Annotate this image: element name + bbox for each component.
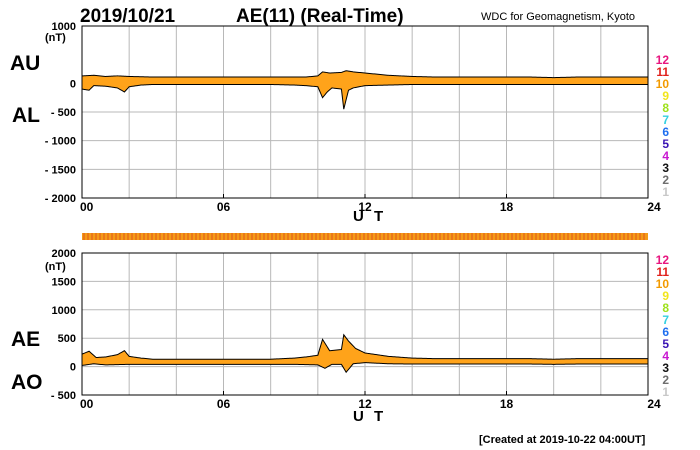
station-count-label: 4 bbox=[662, 149, 669, 163]
created-timestamp: [Created at 2019-10-22 04:00UT] bbox=[479, 434, 646, 446]
x-tick-label: 12 bbox=[358, 397, 372, 411]
station-count-label: 1 bbox=[662, 185, 669, 199]
y-tick-label: 0 bbox=[70, 78, 76, 90]
y-tick-label: - 1000 bbox=[45, 136, 76, 148]
station-count-label: 2 bbox=[662, 173, 669, 187]
station-count-label: 4 bbox=[662, 349, 669, 363]
ae-ao-panel: 2000 1500 1000 500 0 - 500 00 06 12 18 24 (nT) AE… bbox=[11, 248, 661, 425]
series-line-ao bbox=[81, 362, 648, 374]
station-count-label: 12 bbox=[656, 253, 670, 267]
station-count-label: 6 bbox=[662, 325, 669, 339]
ae-ao-unit-label: (nT) bbox=[45, 261, 66, 273]
station-count-label: 11 bbox=[656, 65, 669, 79]
station-count-label: 9 bbox=[662, 289, 669, 303]
y-tick-label: - 500 bbox=[51, 390, 76, 402]
au-al-grid bbox=[81, 25, 649, 199]
ao-label: AO bbox=[11, 371, 43, 394]
station-count-label: 1 bbox=[662, 385, 669, 399]
x-tick-label: 00 bbox=[80, 200, 94, 214]
y-tick-label: - 2000 bbox=[45, 193, 76, 205]
x-tick-label: 18 bbox=[500, 397, 514, 411]
x-tick-label: 12 bbox=[358, 200, 372, 214]
x-tick-label: 06 bbox=[217, 200, 231, 214]
station-count-label: 12 bbox=[656, 53, 670, 67]
station-count-label: 10 bbox=[656, 77, 670, 91]
station-count-label: 7 bbox=[662, 313, 669, 327]
x-tick-label: 06 bbox=[217, 397, 231, 411]
series-line-al bbox=[81, 83, 648, 110]
source-label: WDC for Geomagnetism, Kyoto bbox=[481, 11, 635, 23]
series-line-au bbox=[81, 70, 648, 79]
coverage-strip bbox=[82, 233, 648, 240]
chart-title: AE(11) (Real-Time) bbox=[236, 6, 404, 27]
y-tick-label: 2000 bbox=[52, 248, 76, 260]
station-count-label: 8 bbox=[662, 101, 669, 115]
x-tick-label: 24 bbox=[647, 200, 661, 214]
y-tick-label: 1500 bbox=[52, 276, 76, 288]
y-tick-label: - 1500 bbox=[45, 164, 76, 176]
station-count-label: 7 bbox=[662, 113, 669, 127]
coverage-strip-bar bbox=[82, 233, 648, 240]
station-count-label: 10 bbox=[656, 277, 670, 291]
au-label: AU bbox=[10, 52, 40, 75]
x-tick-label: 24 bbox=[647, 397, 661, 411]
x-tick-label: 18 bbox=[500, 200, 514, 214]
ae-ao-area bbox=[81, 333, 648, 374]
y-tick-label: 1000 bbox=[52, 305, 76, 317]
station-count-label: 3 bbox=[662, 161, 669, 175]
ae-ao-grid bbox=[81, 252, 649, 396]
station-count-label: 11 bbox=[656, 265, 669, 279]
station-count-label: 6 bbox=[662, 125, 669, 139]
au-al-x-ticks: 00 06 12 18 24 bbox=[80, 194, 661, 214]
station-count-label: 2 bbox=[662, 373, 669, 387]
x-tick-label: 00 bbox=[80, 397, 94, 411]
ae-ao-y-ticks: 2000 1500 1000 500 0 - 500 bbox=[51, 248, 76, 402]
station-count-label: 8 bbox=[662, 301, 669, 315]
station-count-label: 3 bbox=[662, 361, 669, 375]
date-label: 2019/10/21 bbox=[80, 6, 176, 27]
y-tick-label: - 500 bbox=[51, 107, 76, 119]
series-line-ae bbox=[81, 333, 648, 360]
ae-label: AE bbox=[11, 328, 40, 351]
band-area bbox=[82, 334, 648, 373]
al-label: AL bbox=[12, 104, 40, 127]
ae-ao-x-axis-label: U T bbox=[353, 408, 386, 425]
ae-ao-x-ticks: 00 06 12 18 24 bbox=[80, 391, 661, 411]
au-al-x-axis-label: U T bbox=[353, 208, 386, 225]
band-area bbox=[82, 70, 648, 110]
station-count-label: 5 bbox=[662, 337, 669, 351]
y-tick-label: 0 bbox=[70, 362, 76, 374]
station-count-label: 9 bbox=[662, 89, 669, 103]
station-count-label: 5 bbox=[662, 137, 669, 151]
y-tick-label: 500 bbox=[58, 333, 76, 345]
au-al-area bbox=[81, 70, 648, 110]
au-al-unit-label: (nT) bbox=[45, 32, 66, 44]
y-tick-label: 1000 bbox=[52, 21, 76, 33]
au-al-y-ticks: 1000 0 - 500 - 1000 - 1500 - 2000 bbox=[45, 21, 76, 205]
